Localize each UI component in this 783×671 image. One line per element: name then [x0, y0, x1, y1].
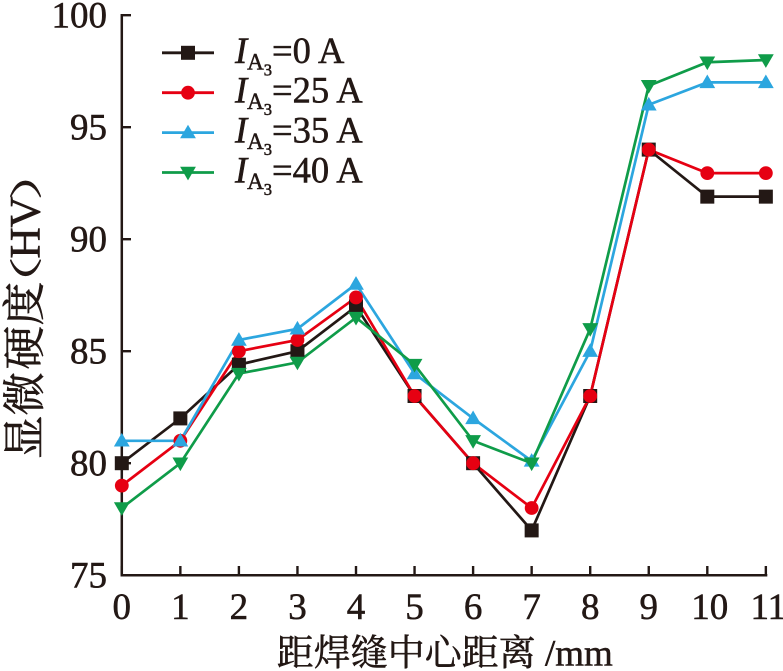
svg-text:2: 2	[230, 587, 249, 628]
svg-text:95: 95	[70, 108, 107, 149]
svg-text:100: 100	[52, 0, 108, 37]
svg-text:80: 80	[70, 444, 107, 485]
svg-text:11: 11	[751, 587, 783, 628]
svg-text:5: 5	[405, 587, 424, 628]
svg-text:IA3=25 A: IA3=25 A	[234, 70, 363, 120]
svg-text:3: 3	[288, 587, 307, 628]
svg-text:V: V	[2, 196, 50, 227]
svg-text:8: 8	[581, 587, 600, 628]
svg-text:90: 90	[70, 220, 107, 261]
svg-text:10: 10	[691, 587, 728, 628]
svg-text:75: 75	[70, 556, 107, 597]
svg-text:6: 6	[464, 587, 483, 628]
svg-text:4: 4	[347, 587, 366, 628]
svg-text:0: 0	[113, 587, 132, 628]
svg-text:H: H	[2, 227, 50, 258]
svg-text:85: 85	[70, 332, 107, 373]
svg-text:9: 9	[640, 587, 659, 628]
svg-text:7: 7	[522, 587, 541, 628]
svg-text:1: 1	[171, 587, 190, 628]
svg-text:/mm: /mm	[536, 634, 613, 671]
